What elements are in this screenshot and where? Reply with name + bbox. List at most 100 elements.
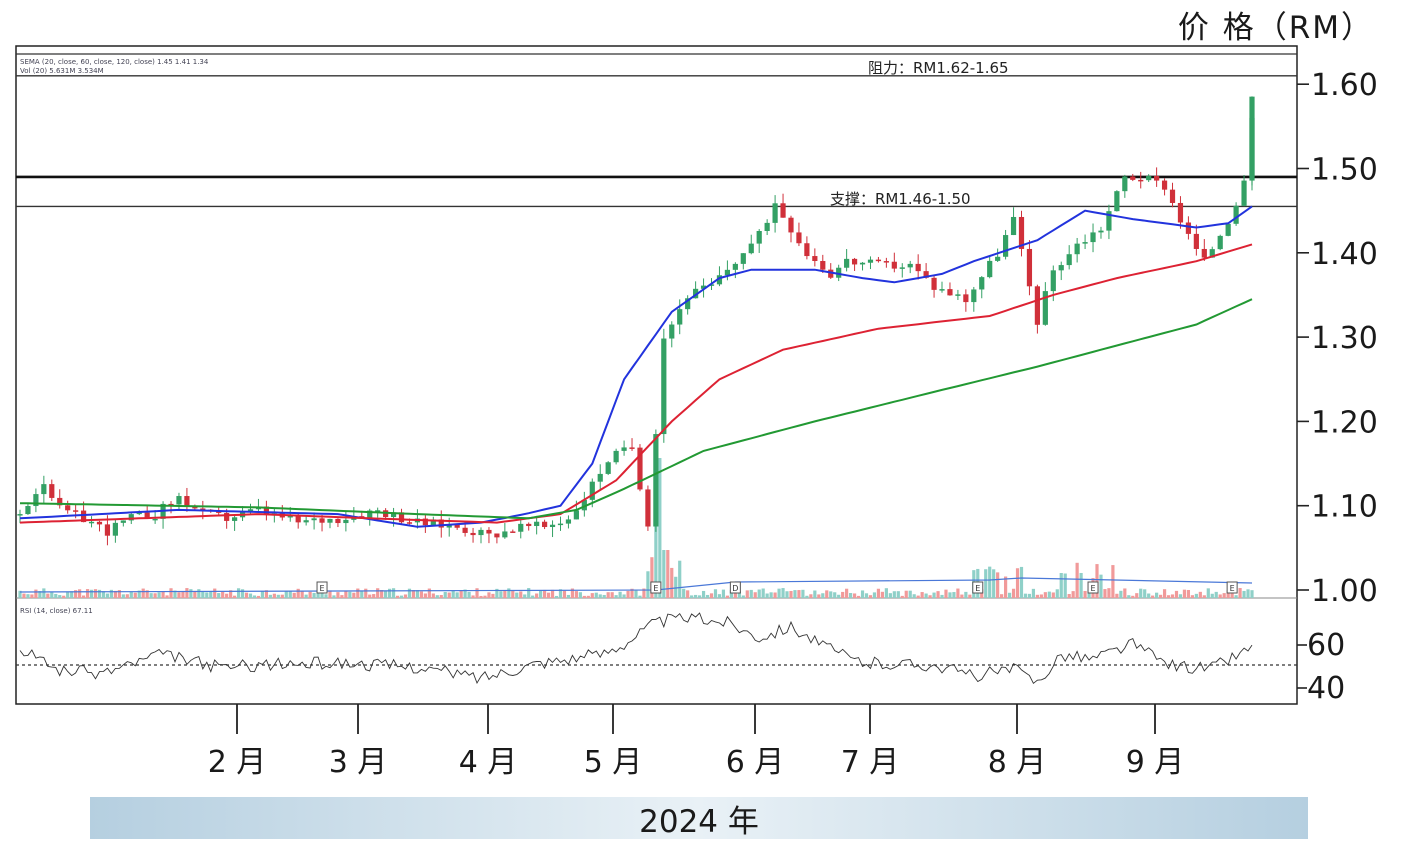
- volume-bar: [697, 595, 702, 598]
- volume-bar: [1246, 589, 1250, 598]
- volume-bar: [856, 595, 861, 598]
- volume-bar: [1067, 594, 1071, 598]
- volume-bar: [1230, 593, 1234, 598]
- candle-body: [1193, 233, 1199, 249]
- volume-bar: [864, 593, 869, 598]
- volume-bar: [1031, 588, 1036, 598]
- volume-bar: [964, 591, 968, 598]
- candle: [716, 266, 723, 287]
- volume-bar: [1147, 593, 1151, 598]
- rsi-tick-label: 40: [1307, 671, 1345, 706]
- candle-body: [995, 256, 1001, 261]
- volume-bar: [713, 589, 718, 598]
- volume-bar: [320, 589, 324, 598]
- candle-body: [41, 484, 47, 495]
- candle-body: [955, 294, 961, 296]
- volume-bar: [1174, 590, 1179, 598]
- candle-body: [748, 243, 754, 254]
- volume-bar: [1004, 576, 1008, 598]
- volume-bar: [749, 589, 753, 598]
- candle-body: [470, 532, 476, 536]
- candle-body: [128, 514, 134, 521]
- volume-bar: [550, 589, 555, 598]
- volume-bar: [22, 593, 26, 598]
- volume-bar: [165, 595, 169, 598]
- volume-bar: [161, 591, 165, 598]
- candle-body: [120, 520, 126, 523]
- price-tick-label: 1.40: [1311, 237, 1378, 272]
- candle-body: [184, 496, 190, 506]
- candle-body: [73, 510, 79, 512]
- volume-bar: [403, 594, 408, 598]
- volume-bar: [244, 592, 249, 598]
- candle-body: [406, 522, 413, 524]
- volume-bar: [928, 595, 932, 598]
- volume-bar: [952, 592, 956, 598]
- candle: [25, 503, 31, 515]
- candle: [653, 429, 659, 532]
- volume-bar: [1242, 590, 1246, 598]
- volume-bar: [1127, 595, 1131, 598]
- candle-body: [1034, 286, 1040, 325]
- price-tick-label: 1.20: [1311, 405, 1378, 440]
- candle-body: [851, 258, 858, 265]
- volume-bar: [495, 588, 499, 598]
- volume-bar: [674, 576, 678, 598]
- volume-bar: [1123, 588, 1127, 598]
- candle: [120, 520, 126, 527]
- candle-body: [526, 523, 532, 527]
- volume-bar: [992, 569, 996, 598]
- candle-body: [1042, 291, 1048, 325]
- volume-bar: [745, 590, 749, 598]
- event-marker-box: [650, 581, 662, 594]
- candle: [1241, 174, 1247, 207]
- volume-bar: [256, 595, 261, 598]
- candle-body: [510, 531, 516, 533]
- candle: [494, 533, 500, 544]
- candle: [1122, 174, 1128, 198]
- volume-bar: [574, 591, 578, 598]
- volume-bar: [185, 588, 189, 598]
- candle-body: [549, 524, 556, 528]
- volume-bar: [1043, 592, 1047, 598]
- candle-body: [534, 521, 540, 527]
- volume-bar: [682, 588, 686, 598]
- month-label: 5 月: [584, 745, 643, 780]
- support-annotation: 支撑：RM1.46-1.50: [830, 190, 971, 208]
- candle: [526, 522, 532, 531]
- candle-body: [700, 285, 707, 289]
- volume-bar: [459, 590, 463, 598]
- candle-body: [629, 447, 635, 449]
- volume-bar: [348, 591, 352, 598]
- candle: [812, 248, 818, 267]
- candle-body: [96, 521, 103, 525]
- volume-bar: [868, 595, 873, 598]
- volume-bar: [912, 594, 916, 598]
- candle-body: [653, 434, 659, 527]
- candle-body: [49, 484, 55, 498]
- candle: [748, 234, 754, 255]
- candle-body: [303, 520, 309, 523]
- volume-bar: [240, 589, 245, 598]
- candle-body: [923, 271, 929, 278]
- candle-body: [1058, 265, 1064, 271]
- volume-bar: [1027, 593, 1032, 598]
- candle-body: [112, 522, 118, 536]
- volume-bar: [590, 593, 594, 598]
- volume-bar: [737, 591, 741, 598]
- volume-bar: [38, 591, 42, 598]
- candle: [859, 262, 866, 271]
- volume-bar: [415, 590, 420, 598]
- candle-body: [200, 508, 206, 510]
- candle: [398, 508, 405, 524]
- candle-body: [518, 523, 524, 532]
- volume-bar: [483, 595, 487, 598]
- candle-body: [1050, 270, 1056, 292]
- event-marker-box: [316, 581, 328, 594]
- candle-body: [1185, 222, 1192, 234]
- event-marker-label: E: [1091, 584, 1096, 593]
- volume-bar: [1250, 590, 1254, 598]
- volume-bar: [1170, 594, 1175, 598]
- candle-body: [1026, 248, 1033, 287]
- volume-bar: [876, 588, 881, 598]
